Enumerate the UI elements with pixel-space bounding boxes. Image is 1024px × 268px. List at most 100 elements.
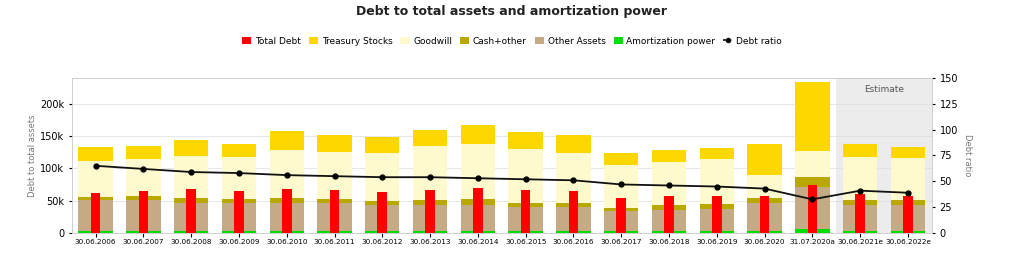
Bar — [317, 135, 351, 151]
Bar — [891, 147, 925, 158]
Bar — [174, 230, 208, 233]
Bar — [837, 78, 932, 233]
Bar — [891, 205, 925, 230]
Bar — [413, 146, 447, 200]
Bar — [91, 193, 100, 233]
Bar — [413, 230, 447, 233]
Bar — [652, 205, 686, 210]
Bar — [138, 191, 148, 233]
Bar — [425, 190, 435, 233]
Bar — [652, 230, 686, 233]
Bar — [903, 196, 912, 233]
Bar — [891, 158, 925, 200]
Bar — [461, 205, 495, 230]
Bar — [174, 198, 208, 203]
Bar — [604, 208, 638, 211]
Bar — [509, 230, 543, 233]
Bar — [796, 187, 829, 229]
Bar — [699, 204, 734, 209]
Bar — [317, 199, 351, 203]
Bar — [126, 196, 161, 200]
Bar — [652, 210, 686, 230]
Bar — [556, 154, 591, 203]
Bar — [330, 190, 339, 233]
Text: Debt to total assets and amortization power: Debt to total assets and amortization po… — [356, 5, 668, 18]
Bar — [796, 177, 829, 187]
Bar — [604, 165, 638, 208]
Bar — [891, 200, 925, 205]
Bar — [269, 230, 304, 233]
Bar — [665, 196, 674, 233]
Bar — [556, 203, 591, 207]
Bar — [699, 209, 734, 230]
Bar — [473, 188, 482, 233]
Bar — [413, 205, 447, 230]
Bar — [366, 137, 399, 154]
Bar — [699, 230, 734, 233]
Bar — [699, 148, 734, 159]
Bar — [366, 205, 399, 230]
Bar — [509, 203, 543, 207]
Bar — [79, 200, 113, 230]
Bar — [509, 132, 543, 149]
Bar — [808, 185, 817, 233]
Bar — [269, 198, 304, 203]
Bar — [79, 161, 113, 197]
Bar — [366, 201, 399, 205]
Bar — [843, 200, 878, 205]
Bar — [521, 190, 530, 233]
Bar — [282, 189, 292, 233]
Bar — [222, 157, 256, 199]
Bar — [317, 203, 351, 230]
Bar — [461, 125, 495, 144]
Bar — [796, 229, 829, 233]
Bar — [461, 144, 495, 199]
Bar — [796, 82, 829, 151]
Bar — [652, 150, 686, 162]
Bar — [222, 203, 256, 230]
Bar — [843, 157, 878, 200]
Bar — [604, 211, 638, 230]
Bar — [79, 230, 113, 233]
Bar — [186, 189, 196, 233]
Bar — [699, 159, 734, 204]
Bar — [748, 175, 781, 198]
Bar — [843, 144, 878, 157]
Bar — [509, 149, 543, 203]
Bar — [760, 196, 769, 233]
Bar — [174, 156, 208, 198]
Bar — [748, 144, 781, 175]
Bar — [843, 205, 878, 230]
Bar — [748, 230, 781, 233]
Bar — [317, 151, 351, 199]
Bar — [366, 230, 399, 233]
Bar — [712, 196, 722, 233]
Bar — [126, 200, 161, 230]
Bar — [269, 132, 304, 150]
Bar — [79, 197, 113, 200]
Bar — [556, 135, 591, 154]
Bar — [568, 191, 579, 233]
Bar — [748, 198, 781, 203]
Bar — [748, 203, 781, 230]
Y-axis label: Debt to total assets: Debt to total assets — [28, 114, 37, 197]
Bar — [126, 146, 161, 159]
Bar — [378, 192, 387, 233]
Y-axis label: Debt ratio: Debt ratio — [963, 134, 972, 177]
Bar — [126, 159, 161, 196]
Bar — [174, 140, 208, 156]
Bar — [126, 230, 161, 233]
Bar — [891, 230, 925, 233]
Bar — [461, 199, 495, 205]
Bar — [604, 153, 638, 165]
Bar — [556, 207, 591, 230]
Bar — [843, 230, 878, 233]
Bar — [461, 230, 495, 233]
Bar — [79, 147, 113, 161]
Bar — [413, 200, 447, 205]
Bar — [269, 150, 304, 198]
Bar — [269, 203, 304, 230]
Bar — [366, 154, 399, 201]
Bar — [222, 199, 256, 203]
Bar — [222, 144, 256, 157]
